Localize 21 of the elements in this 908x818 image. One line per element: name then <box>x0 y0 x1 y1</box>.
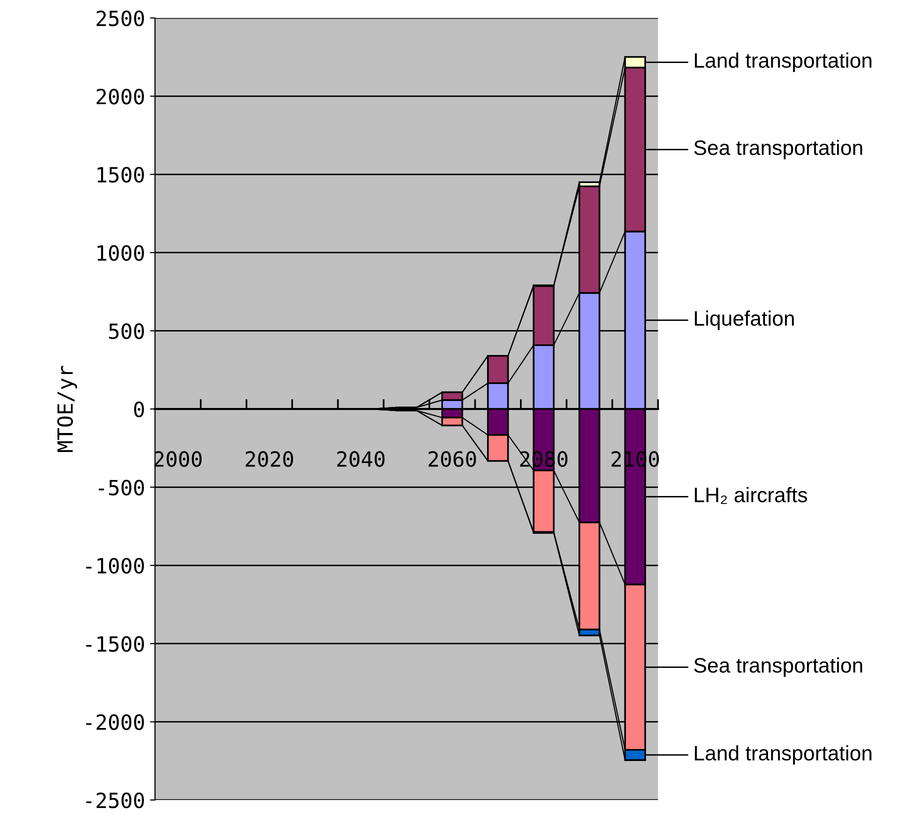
y-tick-label: -500 <box>98 480 144 496</box>
legend-label: Land transportation <box>694 52 872 72</box>
legend-label: LH₂ aircrafts <box>694 487 808 504</box>
y-tick-label: 1000 <box>98 245 144 261</box>
y-tick-label: -2000 <box>86 714 144 730</box>
x-tick-label: 2060 <box>428 451 476 467</box>
y-tick-label: 500 <box>109 323 144 340</box>
y-tick-label: -1500 <box>86 636 144 652</box>
y-tick-label: 0 <box>134 402 144 418</box>
x-tick-label: 2020 <box>246 451 294 467</box>
y-tick-label: -1000 <box>86 558 144 574</box>
y-tick-label: 1500 <box>98 166 144 183</box>
legend-label: Land transportation <box>694 745 872 765</box>
y-axis-title: MTOE/yr <box>57 366 78 452</box>
legend-label: Liquefation <box>694 310 794 330</box>
y-tick-label: 2500 <box>96 10 144 26</box>
y-tick-label: -2500 <box>86 792 144 808</box>
y-tick-label: 2000 <box>96 88 144 104</box>
x-tick-label: 2040 <box>337 451 385 467</box>
legend-label: Sea transportation <box>694 657 862 677</box>
legend-label: Sea transportation <box>694 140 862 160</box>
